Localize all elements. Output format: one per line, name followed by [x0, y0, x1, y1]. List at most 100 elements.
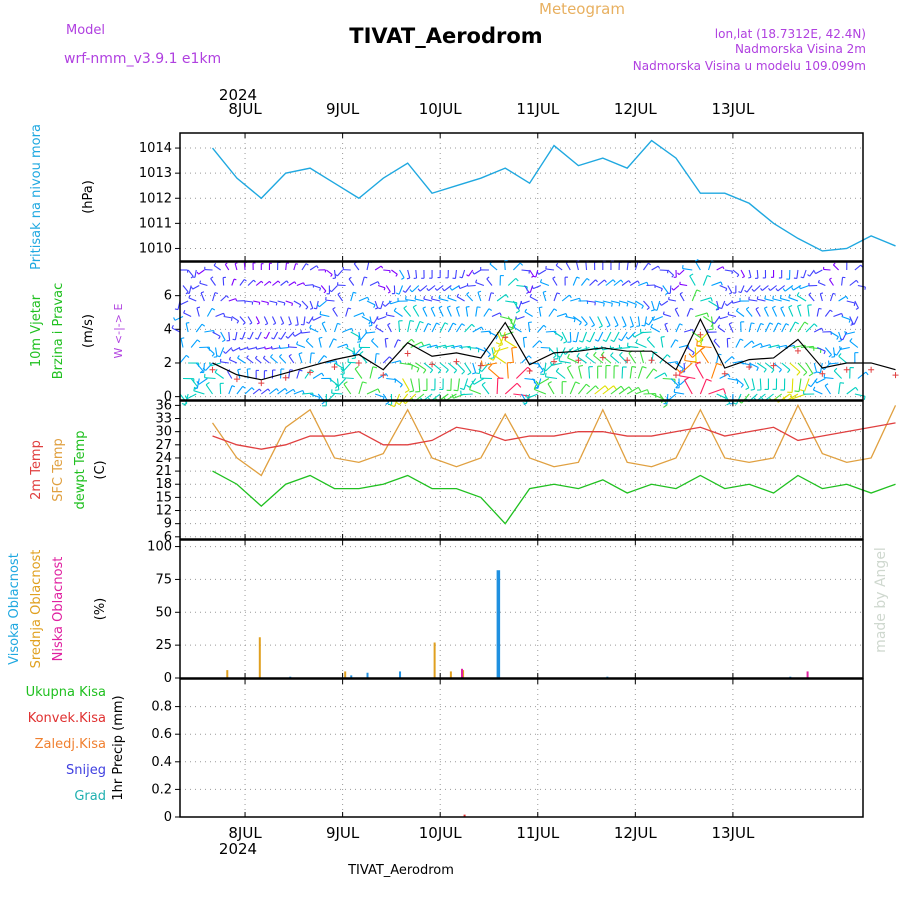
wind-barb-flag [735, 307, 739, 312]
wind-barb [594, 300, 605, 304]
wind-barb [237, 369, 241, 379]
wind-barb [651, 300, 655, 311]
y-tick-label: 1010 [139, 241, 172, 256]
y-tick-label: 30 [155, 425, 172, 440]
wind-barb-flag [742, 275, 745, 279]
cloud-bar [366, 672, 369, 678]
y-tick-label: 6 [164, 530, 172, 545]
wind-barb-flag [519, 262, 524, 266]
wind-barb-flag [262, 355, 266, 359]
wind-barb [810, 378, 818, 388]
wind-barb-flag [359, 350, 364, 355]
wind-barb-flag [736, 274, 740, 278]
wind-barb-flag [860, 264, 863, 268]
wind-barb-flag [568, 294, 572, 299]
wind-barb-flag [552, 276, 556, 279]
wind-barb-flag [778, 369, 782, 373]
wind-barb-flag [673, 388, 676, 393]
wind-barb-flag [371, 321, 375, 324]
wind-barb [171, 327, 181, 333]
wind-barb [468, 269, 474, 277]
wind-barb-flag [838, 340, 842, 343]
wind-barb [371, 340, 379, 348]
wind-barb [533, 284, 541, 290]
wind-barb [643, 262, 649, 271]
wind-barb [675, 362, 684, 370]
wind-barb [841, 277, 844, 286]
wind-barb-flag [337, 292, 341, 295]
wind-barb [735, 378, 744, 386]
y-axis-label: Srednja Oblacnost [29, 550, 44, 669]
wind-barb [380, 300, 384, 309]
y-tick-label: 50 [155, 605, 172, 620]
wind-barb-flag [316, 303, 320, 308]
wind-barb-flag [798, 285, 801, 289]
header: Model wrf-nmm_v3.9.1 e1km TIVAT_Aerodrom… [64, 0, 889, 878]
wind-barb [252, 388, 260, 395]
wind-barb [656, 300, 661, 311]
wind-barb [702, 275, 708, 286]
wind-barb [446, 307, 452, 317]
wind-barb [399, 269, 405, 279]
wind-barb [198, 378, 208, 385]
model-label: Model [66, 23, 105, 38]
wind-barb-flag [171, 325, 174, 329]
wind-barb-flag [804, 321, 809, 325]
wind-barb [765, 362, 775, 371]
wind-barb-flag [553, 308, 558, 312]
wind-barb-flag [368, 320, 371, 325]
wind-barb [185, 323, 189, 333]
wind-barb [819, 362, 823, 373]
wind-barb-flag [745, 306, 750, 310]
wind-barb [195, 323, 203, 333]
wind-barb-flag [586, 277, 590, 281]
wind-barb [683, 328, 693, 333]
wind-barb-flag [611, 303, 613, 307]
wind-barb-flag [764, 295, 767, 300]
wind-barb [404, 285, 412, 293]
wind-barb [247, 279, 254, 286]
wind-barb-flag [211, 307, 216, 311]
wind-barb [842, 331, 848, 341]
wind-barb [180, 300, 189, 306]
wind-barb [756, 323, 762, 333]
wind-barb [293, 263, 297, 271]
wind-barb [488, 367, 501, 379]
wind-barb-flag [362, 381, 367, 384]
wind-barb [229, 359, 238, 364]
wind-barb-flag [863, 396, 866, 400]
wind-barb-flag [255, 346, 258, 350]
cloud-bar [806, 671, 809, 678]
wind-barb-flag [614, 324, 619, 328]
wind-barb [735, 393, 742, 405]
wind-barb [605, 331, 612, 342]
y-axis-label: 10m Vjetar [29, 294, 44, 367]
wind-barb [331, 285, 338, 293]
wind-barb-flag [727, 311, 730, 315]
wind-barb [496, 293, 507, 302]
y-tick-label: 12 [155, 504, 172, 519]
wind-gust-marker [258, 380, 265, 387]
wind-barb [578, 366, 582, 379]
wind-barb [342, 377, 354, 380]
wind-barb [407, 362, 420, 369]
wind-barb [183, 312, 192, 317]
wind-barb [580, 278, 588, 286]
wind-barb-flag [495, 342, 501, 345]
wind-barb-flag [438, 295, 441, 299]
wind-barb-flag [782, 288, 786, 292]
wind-barb [521, 355, 530, 364]
wind-barb [343, 362, 352, 372]
wind-barb-flag [839, 382, 845, 384]
wind-barb [337, 378, 347, 387]
wind-barb [234, 263, 238, 271]
wind-barb-flag [222, 339, 226, 343]
precip-bar [463, 814, 466, 817]
wind-barb-flag [692, 352, 695, 356]
wind-barb-flag [292, 389, 296, 393]
wind-barb-flag [539, 279, 543, 283]
wind-barb [777, 285, 786, 292]
wind-barb-flag [660, 288, 663, 292]
wind-barb [404, 393, 417, 405]
wind-barb-flag [751, 288, 755, 292]
